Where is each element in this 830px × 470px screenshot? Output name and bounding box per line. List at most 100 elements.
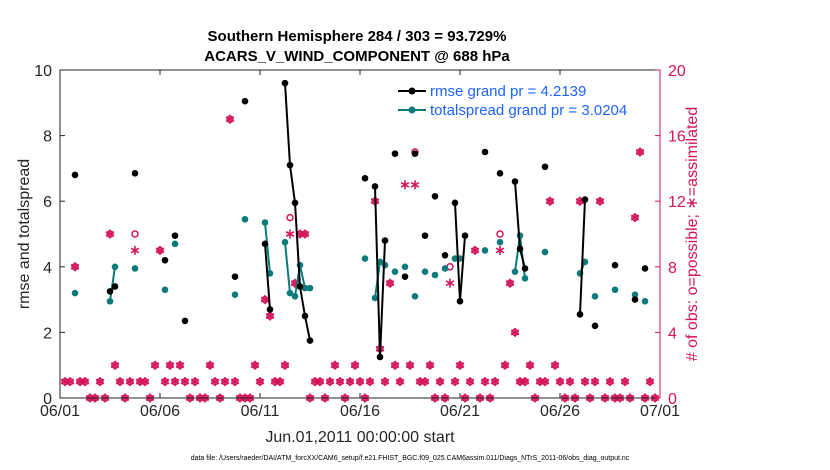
- possible-obs-marker: [516, 377, 524, 386]
- rmse-point: [361, 174, 369, 182]
- totalspread-point: [391, 268, 399, 276]
- possible-obs-marker: [556, 377, 564, 386]
- rmse-point: [511, 178, 519, 185]
- possible-obs-marker: [226, 115, 234, 123]
- rmse-point: [631, 296, 639, 303]
- assimilated-obs-marker: [130, 245, 140, 255]
- legend-totalspread-label: totalspread grand pr = 3.0204: [430, 102, 627, 119]
- possible-obs-marker: [281, 361, 289, 369]
- rmse-point: [496, 170, 504, 177]
- totalspread-line: [109, 266, 116, 302]
- possible-obs-marker: [61, 377, 69, 386]
- possible-obs-marker: [351, 361, 359, 369]
- possible-obs-marker: [396, 377, 404, 386]
- possible-obs-marker: [631, 213, 639, 222]
- rmse-point: [286, 161, 294, 169]
- x-tick-label: 07/01: [640, 403, 680, 420]
- totalspread-point: [286, 289, 294, 297]
- totalspread-point: [511, 268, 519, 276]
- possible-obs-marker: [176, 361, 184, 369]
- y-tick-label-left: 6: [43, 194, 52, 211]
- y-tick-label-left: 4: [43, 260, 52, 277]
- rmse-point: [456, 297, 464, 305]
- totalspread-point: [241, 215, 249, 223]
- possible-obs-marker: [256, 377, 264, 386]
- totalspread-point: [291, 293, 299, 300]
- possible-obs-marker: [161, 377, 169, 386]
- rmse-point: [411, 150, 419, 157]
- rmse-point: [181, 317, 189, 325]
- assimilated-obs-stroke: [285, 231, 295, 237]
- rmse-point: [521, 265, 529, 272]
- rmse-point: [581, 196, 589, 203]
- totalspread-point: [111, 263, 119, 271]
- y-tick-label-right: 8: [668, 260, 677, 277]
- possible-obs-marker: [106, 230, 114, 238]
- totalspread-point: [631, 291, 639, 298]
- totalspread-point: [281, 238, 289, 246]
- possible-obs-marker: [316, 377, 324, 386]
- rmse-point: [71, 171, 79, 179]
- possible-obs-marker: [406, 361, 414, 369]
- rmse-point: [441, 252, 449, 259]
- y-tick-label-left: 2: [43, 325, 52, 342]
- rmse-point: [541, 163, 549, 171]
- possible-obs-marker: [386, 279, 394, 287]
- possible-obs-marker: [171, 377, 179, 386]
- possible-obs-marker: [551, 361, 559, 369]
- rmse-point: [241, 97, 249, 105]
- possible-obs-marker: [391, 361, 399, 369]
- totalspread-point: [171, 240, 179, 248]
- rmse-point: [431, 192, 439, 200]
- possible-obs-marker: [151, 361, 159, 369]
- possible-obs-marker: [421, 377, 429, 386]
- assimilated-obs-marker: [410, 180, 420, 190]
- rmse-point: [421, 232, 429, 239]
- possible-obs-marker: [356, 377, 364, 386]
- possible-obs-marker: [81, 377, 89, 386]
- possible-obs-marker: [596, 197, 604, 205]
- y-tick-label-left: 8: [43, 129, 52, 146]
- possible-obs-marker: [456, 361, 464, 369]
- possible-obs-marker: [191, 377, 199, 386]
- totalspread-point: [541, 248, 549, 256]
- possible-obs-marker: [331, 361, 339, 369]
- possible-obs-marker: [66, 377, 74, 386]
- rmse-line: [284, 83, 311, 341]
- possible-obs-marker: [451, 377, 459, 386]
- possible-obs-marker: [211, 377, 219, 386]
- totalspread-point: [376, 258, 384, 266]
- rmse-point: [296, 283, 304, 290]
- possible-obs-marker: [251, 361, 259, 369]
- possible-obs-marker: [621, 377, 629, 386]
- rmse-point: [611, 261, 619, 269]
- possible-obs-marker: [471, 246, 479, 255]
- y-axis-label-right: # of obs: o=possible; ∗=assimilated: [684, 107, 701, 361]
- possible-obs-marker: [536, 377, 544, 386]
- possible-obs-marker: [231, 377, 239, 386]
- possible-obs-marker: [481, 377, 489, 386]
- rmse-point: [171, 232, 179, 239]
- assimilated-obs-marker: [495, 245, 505, 255]
- possible-obs-marker: [181, 377, 189, 386]
- rmse-point: [381, 237, 389, 244]
- assimilated-obs-stroke: [410, 181, 420, 188]
- possible-obs-marker: [521, 377, 529, 386]
- possible-obs-marker: [466, 377, 474, 386]
- rmse-point: [266, 306, 274, 313]
- legend-totalspread-marker: [408, 106, 416, 114]
- rmse-point: [516, 245, 524, 253]
- possible-obs-marker: [591, 377, 599, 386]
- totalspread-line: [264, 222, 271, 274]
- totalspread-point: [441, 265, 449, 272]
- possible-obs-marker: [126, 377, 134, 386]
- possible-obs-marker: [491, 377, 499, 386]
- possible-obs-marker: [511, 328, 519, 337]
- y-tick-label-right: 12: [668, 194, 686, 211]
- possible-obs-marker: [426, 361, 434, 369]
- possible-obs-marker: [311, 377, 319, 386]
- chart-title-line-2: ACARS_V_WIND_COMPONENT @ 688 hPa: [204, 48, 510, 65]
- possible-obs-marker: [336, 377, 344, 386]
- y-axis-label-left: rmse and totalspread: [16, 159, 33, 309]
- totalspread-point: [611, 286, 619, 294]
